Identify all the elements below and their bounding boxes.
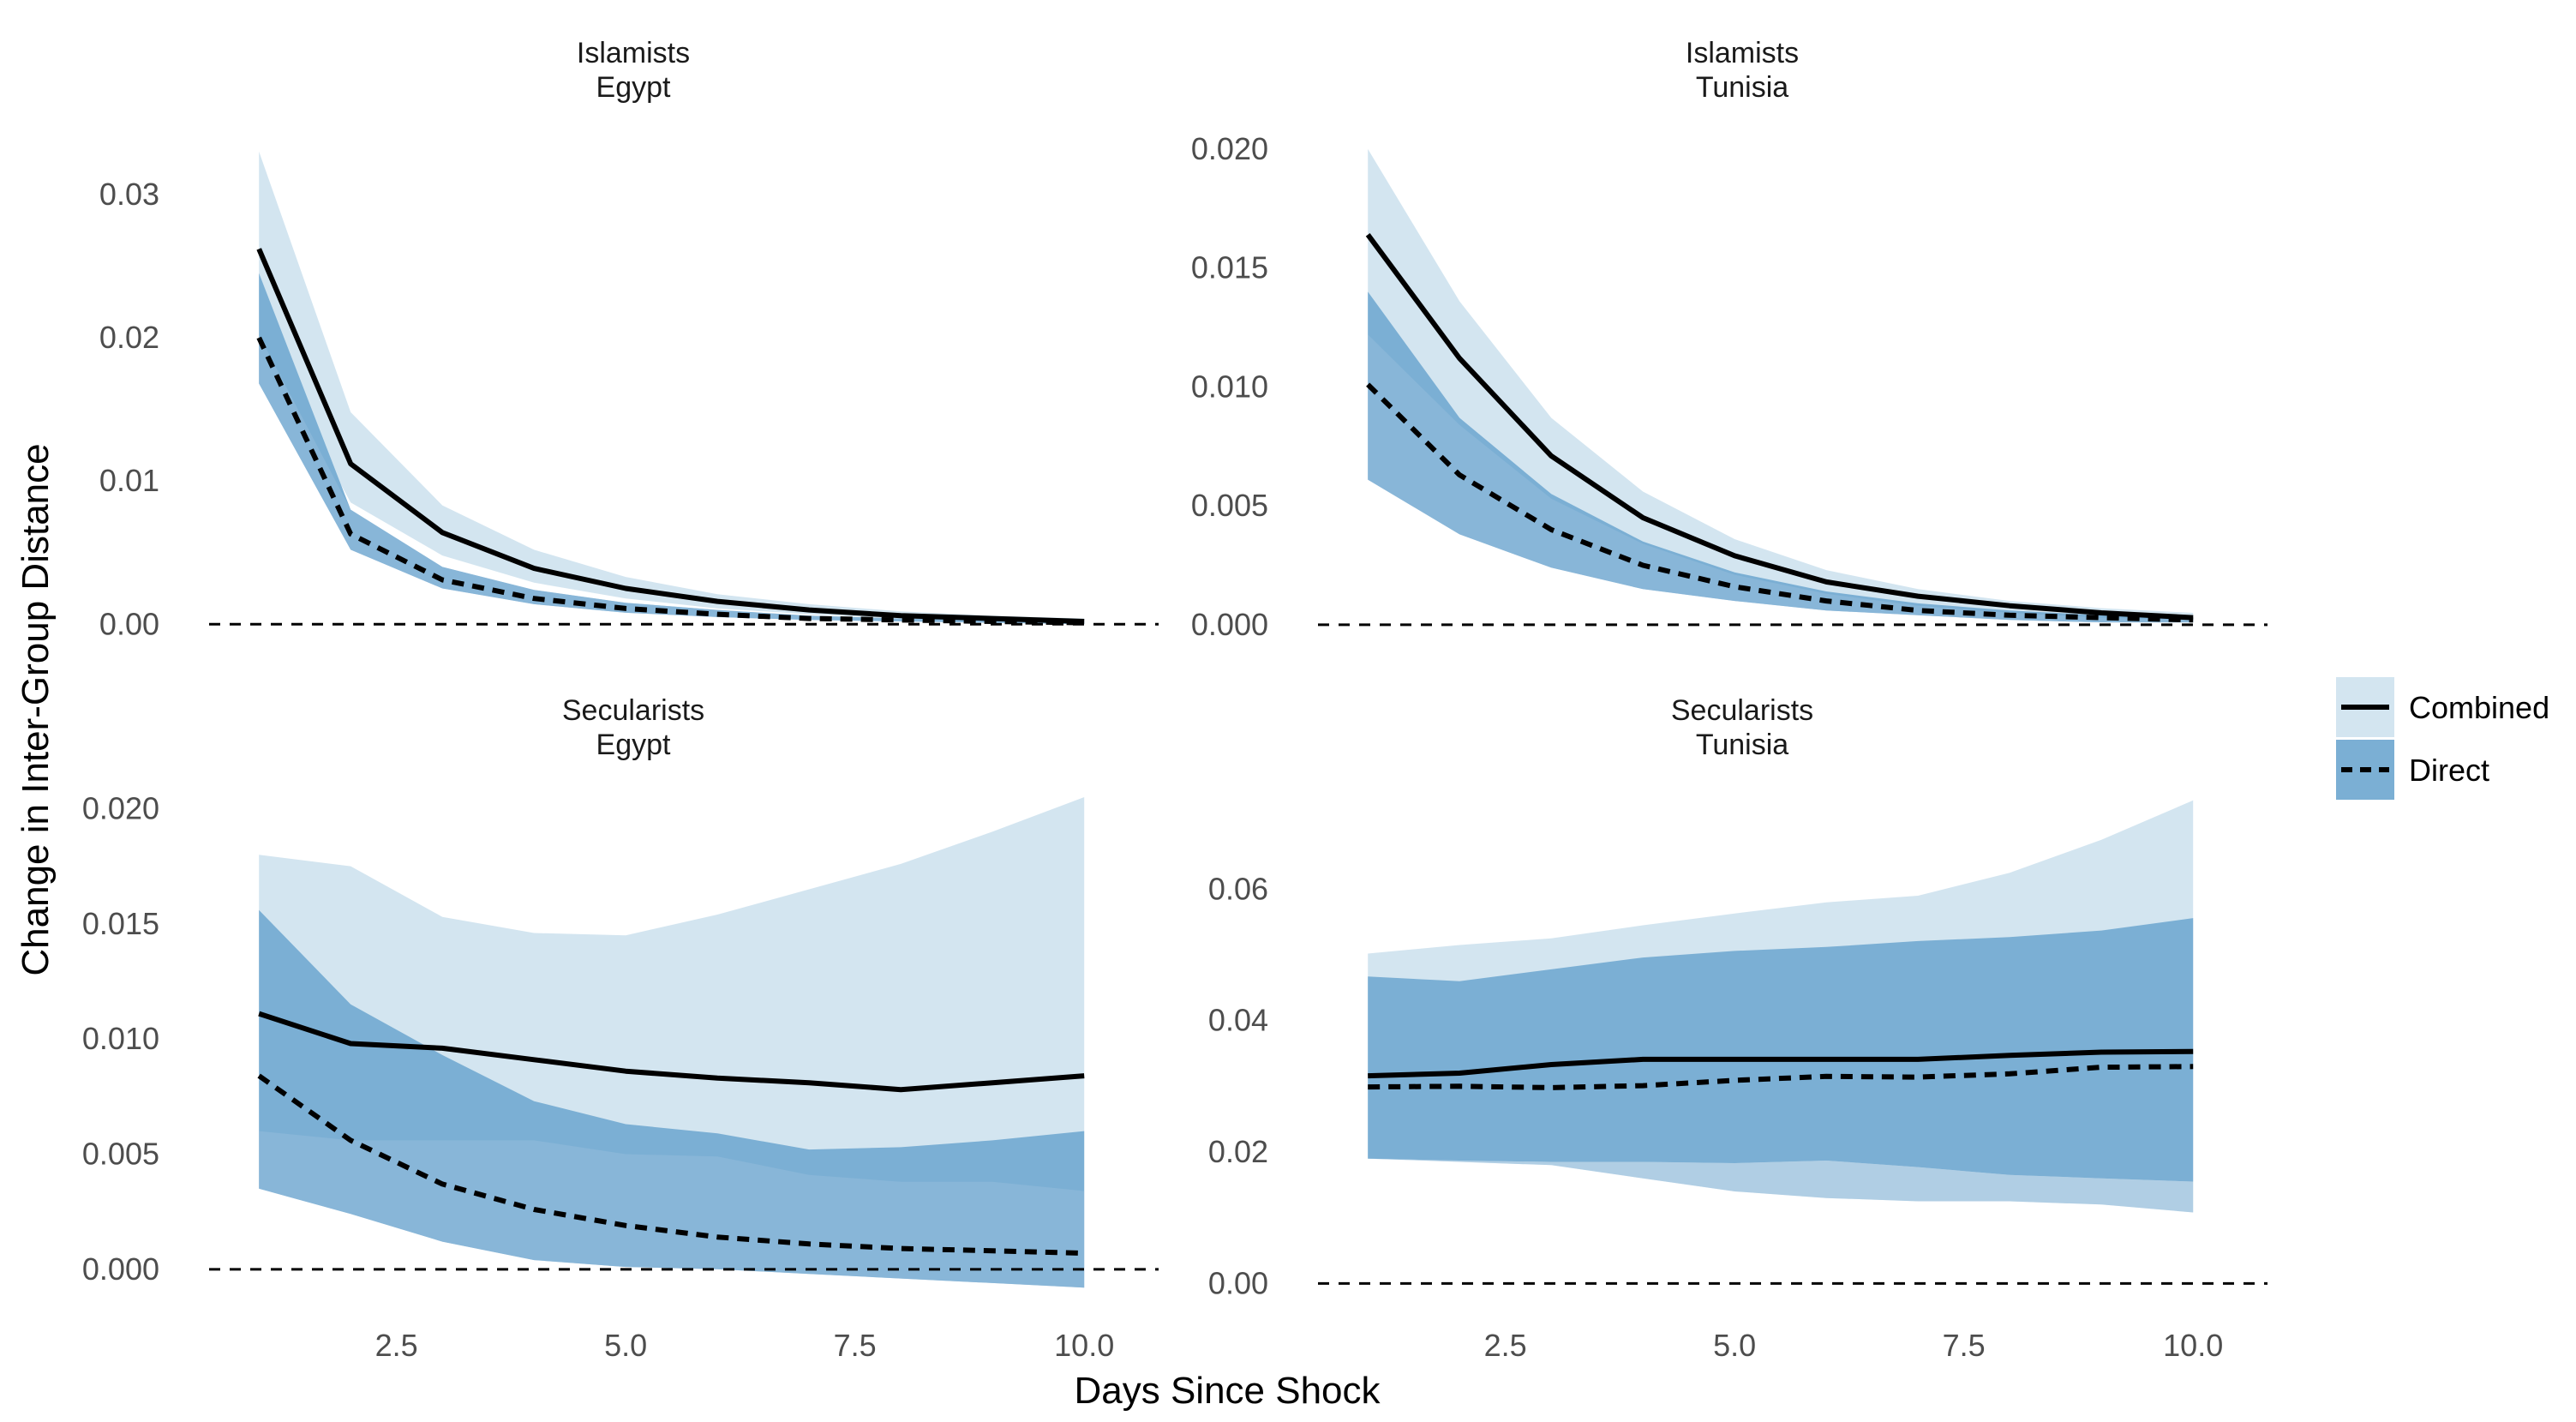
ribbon-direct-outside-combined bbox=[1368, 1158, 2194, 1213]
y-tick-label: 0.020 bbox=[82, 790, 159, 825]
legend-label-combined: Combined bbox=[2409, 690, 2549, 725]
x-tick-label: 10.0 bbox=[2163, 1328, 2223, 1363]
y-tick-label: 0.000 bbox=[82, 1251, 159, 1287]
y-tick-label: 0.015 bbox=[1191, 250, 1268, 285]
panel-title-group: Islamists bbox=[577, 37, 690, 69]
panel-title-country: Tunisia bbox=[1696, 729, 1788, 761]
panel-2: 0.000 0.005 0.010 0.015 0.020 IslamistsTunisi… bbox=[1191, 37, 2267, 642]
chart-panels: 0.000.010.020.03IslamistsEgypt0.0000.005… bbox=[82, 37, 2267, 1363]
panel-3: 0.000 0.005 0.010 0.015 0.020 2.5 5.0 7.5 10.0 Se… bbox=[82, 694, 1159, 1363]
y-tick-label: 0.00 bbox=[1208, 1265, 1268, 1300]
panel-title-group: Secularists bbox=[562, 694, 704, 727]
x-tick-label: 5.0 bbox=[1713, 1328, 1756, 1363]
y-tick-label: 0.015 bbox=[82, 906, 159, 941]
ribbon-combined bbox=[1368, 148, 2194, 621]
panel-title-group: Islamists bbox=[1686, 37, 1799, 69]
series-line-direct bbox=[1368, 1064, 2194, 1090]
legend-label-direct: Direct bbox=[2409, 753, 2489, 788]
panel-title-country: Egypt bbox=[596, 71, 671, 104]
series-line-combined bbox=[1365, 233, 2194, 621]
panel-4: 0.00 0.02 0.04 0.06 2.5 5.0 7.5 10.0 Secularists… bbox=[1208, 694, 2267, 1363]
x-tick-label: 7.5 bbox=[834, 1328, 877, 1363]
y-tick-label: 0.02 bbox=[1208, 1134, 1268, 1169]
y-axis-title: Change in Inter-Group Distance bbox=[15, 443, 57, 975]
y-tick-label: 0.020 bbox=[1191, 131, 1268, 166]
y-tick-label: 0.03 bbox=[99, 177, 159, 212]
x-tick-label: 10.0 bbox=[1054, 1328, 1114, 1363]
y-tick-label: 0.005 bbox=[1191, 488, 1268, 523]
series-line-combined bbox=[256, 248, 1085, 624]
x-tick-label: 2.5 bbox=[375, 1328, 418, 1363]
series-line-direct bbox=[1366, 382, 2194, 623]
ribbon-direct-outside-combined bbox=[1368, 334, 2194, 623]
legend: Combined Direct bbox=[2336, 677, 2549, 800]
x-tick-label: 5.0 bbox=[604, 1328, 647, 1363]
y-tick-label: 0.010 bbox=[82, 1021, 159, 1056]
y-tick-label: 0.02 bbox=[99, 320, 159, 355]
series-line-combined bbox=[1368, 1048, 2194, 1079]
ribbon-direct-outside-combined bbox=[259, 1131, 1085, 1288]
x-tick-label: 7.5 bbox=[1943, 1328, 1986, 1363]
ribbon-direct bbox=[1368, 918, 2194, 1182]
y-tick-label: 0.06 bbox=[1208, 871, 1268, 906]
y-tick-label: 0.01 bbox=[99, 463, 159, 498]
y-tick-label: 0.00 bbox=[99, 606, 159, 641]
series-line-combined bbox=[258, 1011, 1085, 1093]
y-tick-label: 0.005 bbox=[82, 1136, 159, 1171]
x-tick-label: 2.5 bbox=[1484, 1328, 1527, 1363]
y-tick-label: 0.000 bbox=[1191, 607, 1268, 642]
y-tick-label: 0.04 bbox=[1208, 1003, 1268, 1038]
panel-title-country: Tunisia bbox=[1696, 71, 1788, 104]
x-axis-title: Days Since Shock bbox=[1074, 1370, 1381, 1412]
panel-title-country: Egypt bbox=[596, 729, 671, 761]
series-line-direct bbox=[256, 336, 1085, 626]
y-tick-label: 0.010 bbox=[1191, 369, 1268, 404]
panel-title-group: Secularists bbox=[1671, 694, 1813, 727]
series-line-direct bbox=[257, 1073, 1085, 1256]
